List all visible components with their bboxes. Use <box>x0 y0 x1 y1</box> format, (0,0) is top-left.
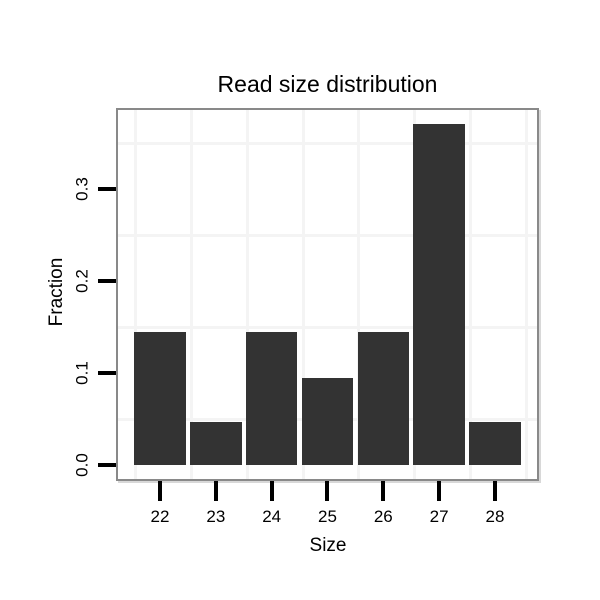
minor-gridline-horizontal <box>118 233 537 237</box>
minor-gridline-vertical <box>469 110 473 479</box>
minor-gridline-vertical <box>245 110 249 479</box>
minor-gridline-horizontal <box>118 141 537 145</box>
bar-size-23 <box>190 421 242 465</box>
y-tick-mark <box>98 187 116 191</box>
y-tick-label: 0.1 <box>72 361 92 385</box>
minor-gridline-vertical <box>301 110 305 479</box>
x-tick-label: 26 <box>373 507 393 526</box>
x-tick-label: 27 <box>429 507 449 526</box>
x-tick-mark <box>158 481 162 501</box>
y-axis-title: Fraction <box>46 257 67 327</box>
x-tick-label: 25 <box>318 507 337 526</box>
bar-size-26 <box>357 331 410 465</box>
x-tick-label: 28 <box>485 507 505 526</box>
bar-size-25 <box>301 377 354 465</box>
minor-gridline-vertical <box>357 110 361 479</box>
x-tick-label: 22 <box>150 507 170 526</box>
plot-panel <box>116 108 539 481</box>
x-tick-mark <box>213 481 218 501</box>
bars-layer <box>118 110 537 479</box>
x-tick-mark <box>381 481 386 501</box>
y-tick-mark <box>98 371 116 375</box>
bar-size-27 <box>413 123 465 465</box>
y-tick-label: 0.3 <box>72 177 92 201</box>
y-tick-mark <box>98 279 116 283</box>
minor-gridline-vertical <box>524 110 528 479</box>
minor-gridline-vertical <box>134 110 138 479</box>
minor-gridline-vertical <box>189 110 193 479</box>
x-tick-label: 24 <box>262 507 282 526</box>
x-tick-mark <box>269 481 274 501</box>
x-tick-mark <box>325 481 330 501</box>
bar-size-22 <box>134 331 186 465</box>
bar-size-24 <box>245 331 298 465</box>
x-axis-title: Size <box>309 535 347 556</box>
x-tick-mark <box>437 481 442 501</box>
x-tick-mark <box>492 481 497 501</box>
bar-size-28 <box>469 421 521 465</box>
y-tick-mark <box>98 463 116 467</box>
x-tick-label: 23 <box>206 507 226 526</box>
y-tick-label: 0.2 <box>72 269 92 293</box>
chart-title: Read size distribution <box>217 71 438 97</box>
minor-gridline-horizontal <box>118 325 537 329</box>
y-tick-label: 0.0 <box>72 453 92 477</box>
